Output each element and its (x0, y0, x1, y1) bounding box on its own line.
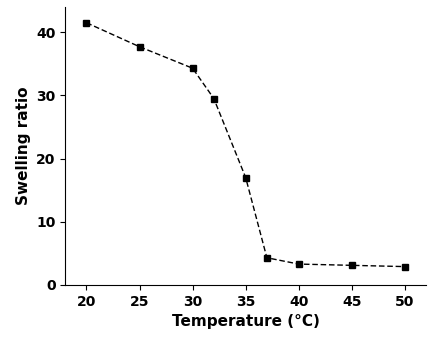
X-axis label: Temperature (°C): Temperature (°C) (172, 314, 320, 329)
Y-axis label: Swelling ratio: Swelling ratio (16, 87, 31, 205)
